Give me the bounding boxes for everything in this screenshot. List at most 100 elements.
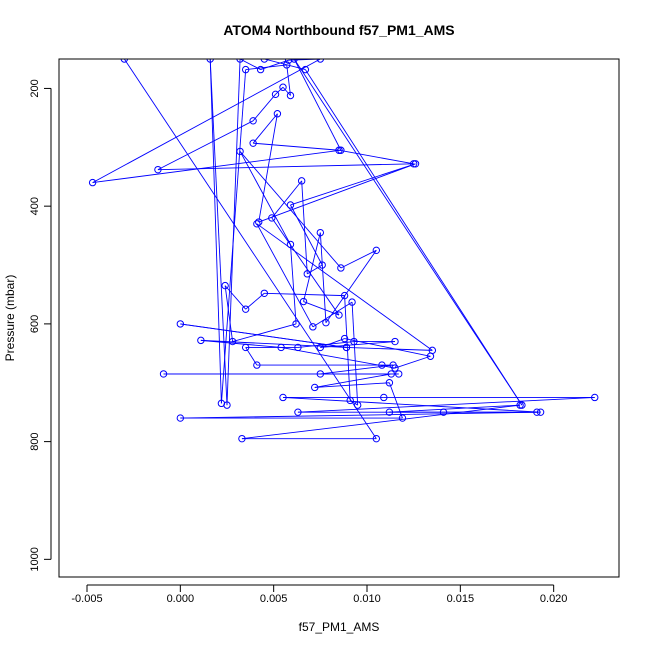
- series-line-segment: [344, 338, 431, 357]
- data-point: [428, 346, 437, 355]
- series-line-segment: [209, 59, 228, 406]
- data-point: [223, 401, 231, 409]
- y-axis-label: Pressure (mbar): [3, 275, 17, 362]
- y-tick-label: 1000: [29, 547, 41, 571]
- series-line-segment: [264, 59, 306, 71]
- series-line-segment: [239, 151, 342, 269]
- series-line-segment: [282, 86, 291, 96]
- series-line-segment: [282, 397, 541, 413]
- data-point: [286, 201, 295, 209]
- series-line-segment: [224, 285, 234, 342]
- data-point: [322, 319, 330, 327]
- x-axis-label: f57_PM1_AMS: [299, 620, 380, 634]
- series-line-segment: [258, 113, 278, 223]
- data-point: [299, 297, 308, 306]
- data-point: [241, 343, 250, 352]
- data-point: [294, 408, 302, 416]
- series-line-segment: [301, 180, 308, 274]
- data-point: [197, 336, 205, 345]
- y-axis: 200 400 600 800 1000: [29, 79, 52, 572]
- series-line-segment: [271, 217, 340, 316]
- data-point: [591, 393, 599, 402]
- data-point: [378, 361, 386, 369]
- series-line-segment: [180, 411, 541, 419]
- series-line-segment: [293, 59, 523, 406]
- data-point: [120, 59, 129, 63]
- x-tick-label: -0.005: [71, 593, 102, 605]
- x-axis: -0.005 0.000 0.005 0.010 0.015 0.020: [71, 584, 567, 605]
- data-point: [292, 320, 300, 328]
- series-line-segment: [325, 250, 377, 323]
- x-tick-label: 0.000: [167, 593, 195, 605]
- data-point: [439, 408, 448, 416]
- data-point: [391, 337, 399, 346]
- data-point: [348, 298, 356, 306]
- data-point: [309, 323, 317, 331]
- series-line-segment: [344, 295, 351, 401]
- series-line-segment: [92, 149, 341, 184]
- series-line-segment: [319, 232, 327, 323]
- series-line-segment: [388, 382, 403, 419]
- data-point: [228, 337, 237, 346]
- data-point: [346, 396, 354, 405]
- data-point: [316, 228, 325, 237]
- data-point: [241, 65, 250, 74]
- data-point: [236, 147, 244, 156]
- series-line-segment: [297, 397, 595, 413]
- series-line-segment: [256, 223, 433, 351]
- series-line-segment: [314, 382, 390, 388]
- data-point: [279, 83, 287, 91]
- series-layer: [88, 59, 599, 443]
- series-line-segment: [351, 302, 359, 406]
- series-line-segment: [209, 59, 222, 404]
- data-point: [290, 59, 298, 63]
- series-line-segment: [239, 151, 291, 245]
- series-line-segment: [305, 69, 523, 406]
- series-line-segment: [394, 355, 431, 369]
- series-line-segment: [286, 64, 291, 96]
- y-tick-label: 600: [29, 315, 41, 333]
- data-point: [395, 370, 403, 378]
- data-point: [385, 408, 394, 416]
- data-point: [316, 343, 325, 352]
- series-line-segment: [123, 59, 377, 439]
- data-point: [253, 220, 261, 228]
- series-line-segment: [314, 373, 392, 388]
- series-line-segment: [303, 301, 340, 316]
- plot-frame: [58, 58, 620, 578]
- data-point: [318, 261, 326, 269]
- series-line-segment: [303, 232, 321, 302]
- series-line-segment: [252, 113, 278, 144]
- series-line-segment: [340, 249, 377, 269]
- data-point: [536, 408, 545, 416]
- data-point: [518, 401, 526, 409]
- data-point: [411, 160, 420, 168]
- series-line-segment: [180, 323, 347, 348]
- series-line-segment: [232, 323, 297, 342]
- data-point: [350, 337, 358, 346]
- data-point: [249, 117, 257, 125]
- data-point: [255, 218, 263, 226]
- data-point: [301, 65, 310, 74]
- y-tick-label: 200: [29, 79, 41, 97]
- data-point: [372, 434, 381, 443]
- data-point: [387, 370, 395, 378]
- series-line-segment: [293, 59, 342, 151]
- data-point: [342, 343, 351, 352]
- data-point: [206, 59, 214, 63]
- series-line-segment: [281, 346, 396, 369]
- data-point: [337, 264, 345, 272]
- y-tick-label: 400: [29, 197, 41, 215]
- data-point: [283, 61, 291, 69]
- series-line-segment: [320, 364, 394, 375]
- x-tick-label: 0.015: [447, 593, 475, 605]
- series-line-segment: [258, 163, 416, 223]
- data-point: [372, 246, 381, 255]
- data-point: [533, 408, 541, 416]
- series-line-segment: [256, 223, 314, 328]
- data-point: [221, 281, 229, 290]
- data-point: [311, 383, 319, 392]
- data-point: [268, 214, 276, 222]
- series-line-segment: [290, 204, 323, 266]
- data-point: [297, 177, 306, 185]
